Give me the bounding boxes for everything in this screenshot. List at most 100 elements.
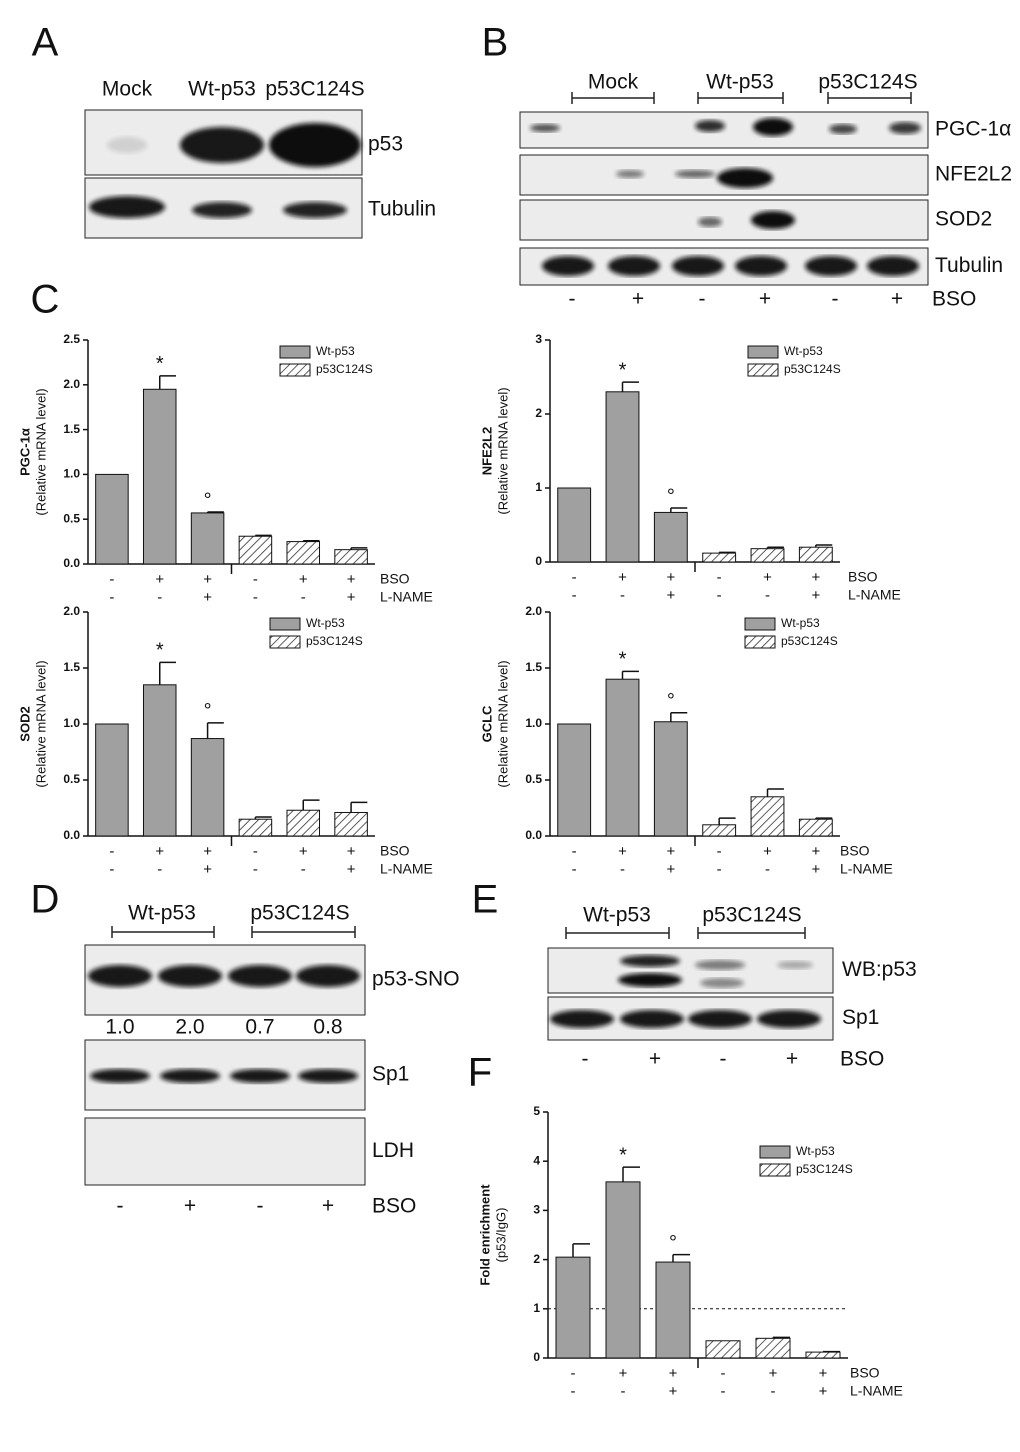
lane-label: Wt-p53: [188, 78, 256, 101]
blot-band: [608, 256, 660, 276]
sign: +: [811, 861, 820, 878]
treatment-label: BSO: [372, 1195, 416, 1218]
sign: +: [618, 569, 627, 586]
sign: +: [819, 1383, 828, 1400]
y-axis-title: PGC-1α: [17, 428, 32, 476]
y-tick-label: 4: [533, 1153, 540, 1167]
bar: [557, 487, 592, 563]
blot-band: [230, 1069, 290, 1083]
bar: [653, 721, 688, 837]
group-label: p53C124S: [250, 902, 349, 925]
sign: +: [347, 861, 356, 878]
sign: -: [572, 861, 577, 878]
legend-swatch: [747, 345, 779, 359]
legend-label: p53C124S: [796, 1162, 853, 1176]
sign: -: [620, 861, 625, 878]
blot-band: [698, 217, 722, 227]
sign: -: [572, 587, 577, 604]
y-tick-label: 5: [533, 1104, 540, 1118]
sign: +: [619, 1365, 628, 1382]
blot-band: [867, 256, 919, 276]
legend-swatch: [279, 345, 311, 359]
y-tick-label: 0: [533, 1350, 540, 1364]
blot-band: [751, 211, 795, 229]
blot-band: [688, 1010, 752, 1028]
sign: +: [203, 589, 212, 606]
sign: +: [819, 1365, 828, 1382]
blot-band: [889, 122, 921, 134]
sign: +: [811, 569, 820, 586]
y-axis-title: GCLC: [479, 705, 494, 742]
sign: +: [891, 288, 903, 311]
sign: +: [763, 843, 772, 860]
sign: -: [717, 843, 722, 860]
sign: -: [717, 587, 722, 604]
legend-swatch: [759, 1163, 791, 1177]
bar: [286, 541, 321, 565]
bar: [750, 796, 785, 837]
lane-label: Mock: [102, 78, 153, 101]
sign: -: [620, 587, 625, 604]
sign: +: [347, 843, 356, 860]
sign: +: [299, 571, 308, 588]
y-tick-label: 0: [535, 554, 542, 568]
panel-label: B: [482, 21, 509, 65]
group-label: Wt-p53: [706, 71, 774, 94]
row-label: p53: [368, 133, 403, 156]
blot-band: [620, 1010, 684, 1028]
condition-label: BSO: [840, 843, 870, 859]
significance-marker: *: [156, 353, 164, 375]
blot-band: [158, 965, 222, 987]
legend-label: Wt-p53: [306, 616, 345, 630]
sign: +: [155, 843, 164, 860]
legend-swatch: [269, 617, 301, 631]
legend-swatch: [279, 363, 311, 377]
panel-label: A: [32, 21, 59, 65]
sign: -: [771, 1383, 776, 1400]
blot-band: [675, 170, 715, 178]
sign: -: [109, 861, 114, 878]
bar: [190, 738, 225, 837]
sign: +: [786, 1048, 798, 1071]
sign: -: [109, 571, 114, 588]
condition-label: L-NAME: [380, 589, 433, 605]
sign: +: [347, 571, 356, 588]
panel-label: F: [468, 1051, 492, 1095]
sign: -: [721, 1365, 726, 1382]
blot-band: [672, 256, 724, 276]
sign: +: [669, 1383, 678, 1400]
sign: -: [301, 589, 306, 606]
sign: -: [571, 1383, 576, 1400]
bar: [190, 512, 225, 565]
treatment-label: BSO: [932, 288, 976, 311]
sign: -: [832, 288, 839, 311]
sign: +: [811, 843, 820, 860]
y-tick-label: 1: [535, 480, 542, 494]
lane-label: p53C124S: [265, 78, 364, 101]
sign: -: [253, 843, 258, 860]
sign: -: [720, 1048, 727, 1071]
ratio-label: 0.8: [313, 1016, 342, 1039]
panel-label: C: [31, 278, 60, 322]
legend-swatch: [744, 635, 776, 649]
group-label: Mock: [588, 71, 639, 94]
row-label: Sp1: [842, 1006, 879, 1029]
y-tick-label: 0.5: [63, 511, 80, 525]
row-label: Sp1: [372, 1063, 409, 1086]
sign: -: [721, 1383, 726, 1400]
legend-label: p53C124S: [306, 634, 363, 648]
y-axis-subtitle: (Relative mRNA level): [495, 387, 510, 514]
legend-swatch: [269, 635, 301, 649]
sign: -: [699, 288, 706, 311]
y-tick-label: 2.0: [63, 604, 80, 618]
blot-band: [88, 965, 152, 987]
sign: +: [203, 861, 212, 878]
blot-band: [618, 973, 682, 987]
ratio-label: 0.7: [245, 1016, 274, 1039]
ratio-label: 1.0: [105, 1016, 134, 1039]
y-tick-label: 0.5: [525, 772, 542, 786]
y-axis-subtitle: (p53/IgG): [493, 1208, 508, 1263]
blot-band: [777, 961, 813, 969]
y-tick-label: 1.5: [525, 660, 542, 674]
blot-band: [269, 123, 361, 167]
